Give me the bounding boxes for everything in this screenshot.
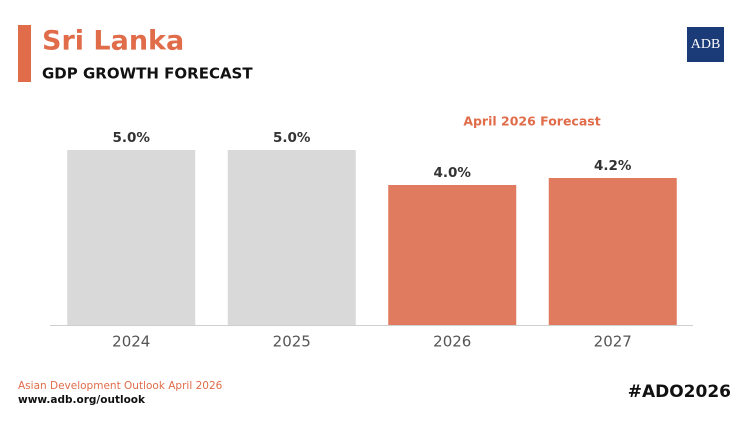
value-label: 4.2% [594,158,632,174]
source: Asian Development Outlook April 2026 [18,380,223,392]
value-label: 4.0% [434,165,472,181]
bar [548,178,677,325]
x-tick-label: 2025 [273,333,311,351]
x-tick-label: 2027 [594,333,632,351]
value-label: 5.0% [113,130,151,146]
annotation: April 2026 Forecast [463,114,600,129]
logo [687,27,724,62]
value-label: 5.0% [273,130,311,146]
x-tick-label: 2026 [433,333,471,351]
title-accent [18,25,31,82]
bar [388,185,517,325]
chart-title: Sri Lanka [42,26,184,57]
bar [67,150,196,325]
logo-text: ADB [691,37,721,52]
bar [227,150,356,325]
x-tick-label: 2024 [112,333,150,351]
chart-subtitle: GDP GROWTH FORECAST [42,65,253,83]
url: www.adb.org/outlook [18,394,146,406]
hashtag: #ADO2026 [628,382,731,402]
